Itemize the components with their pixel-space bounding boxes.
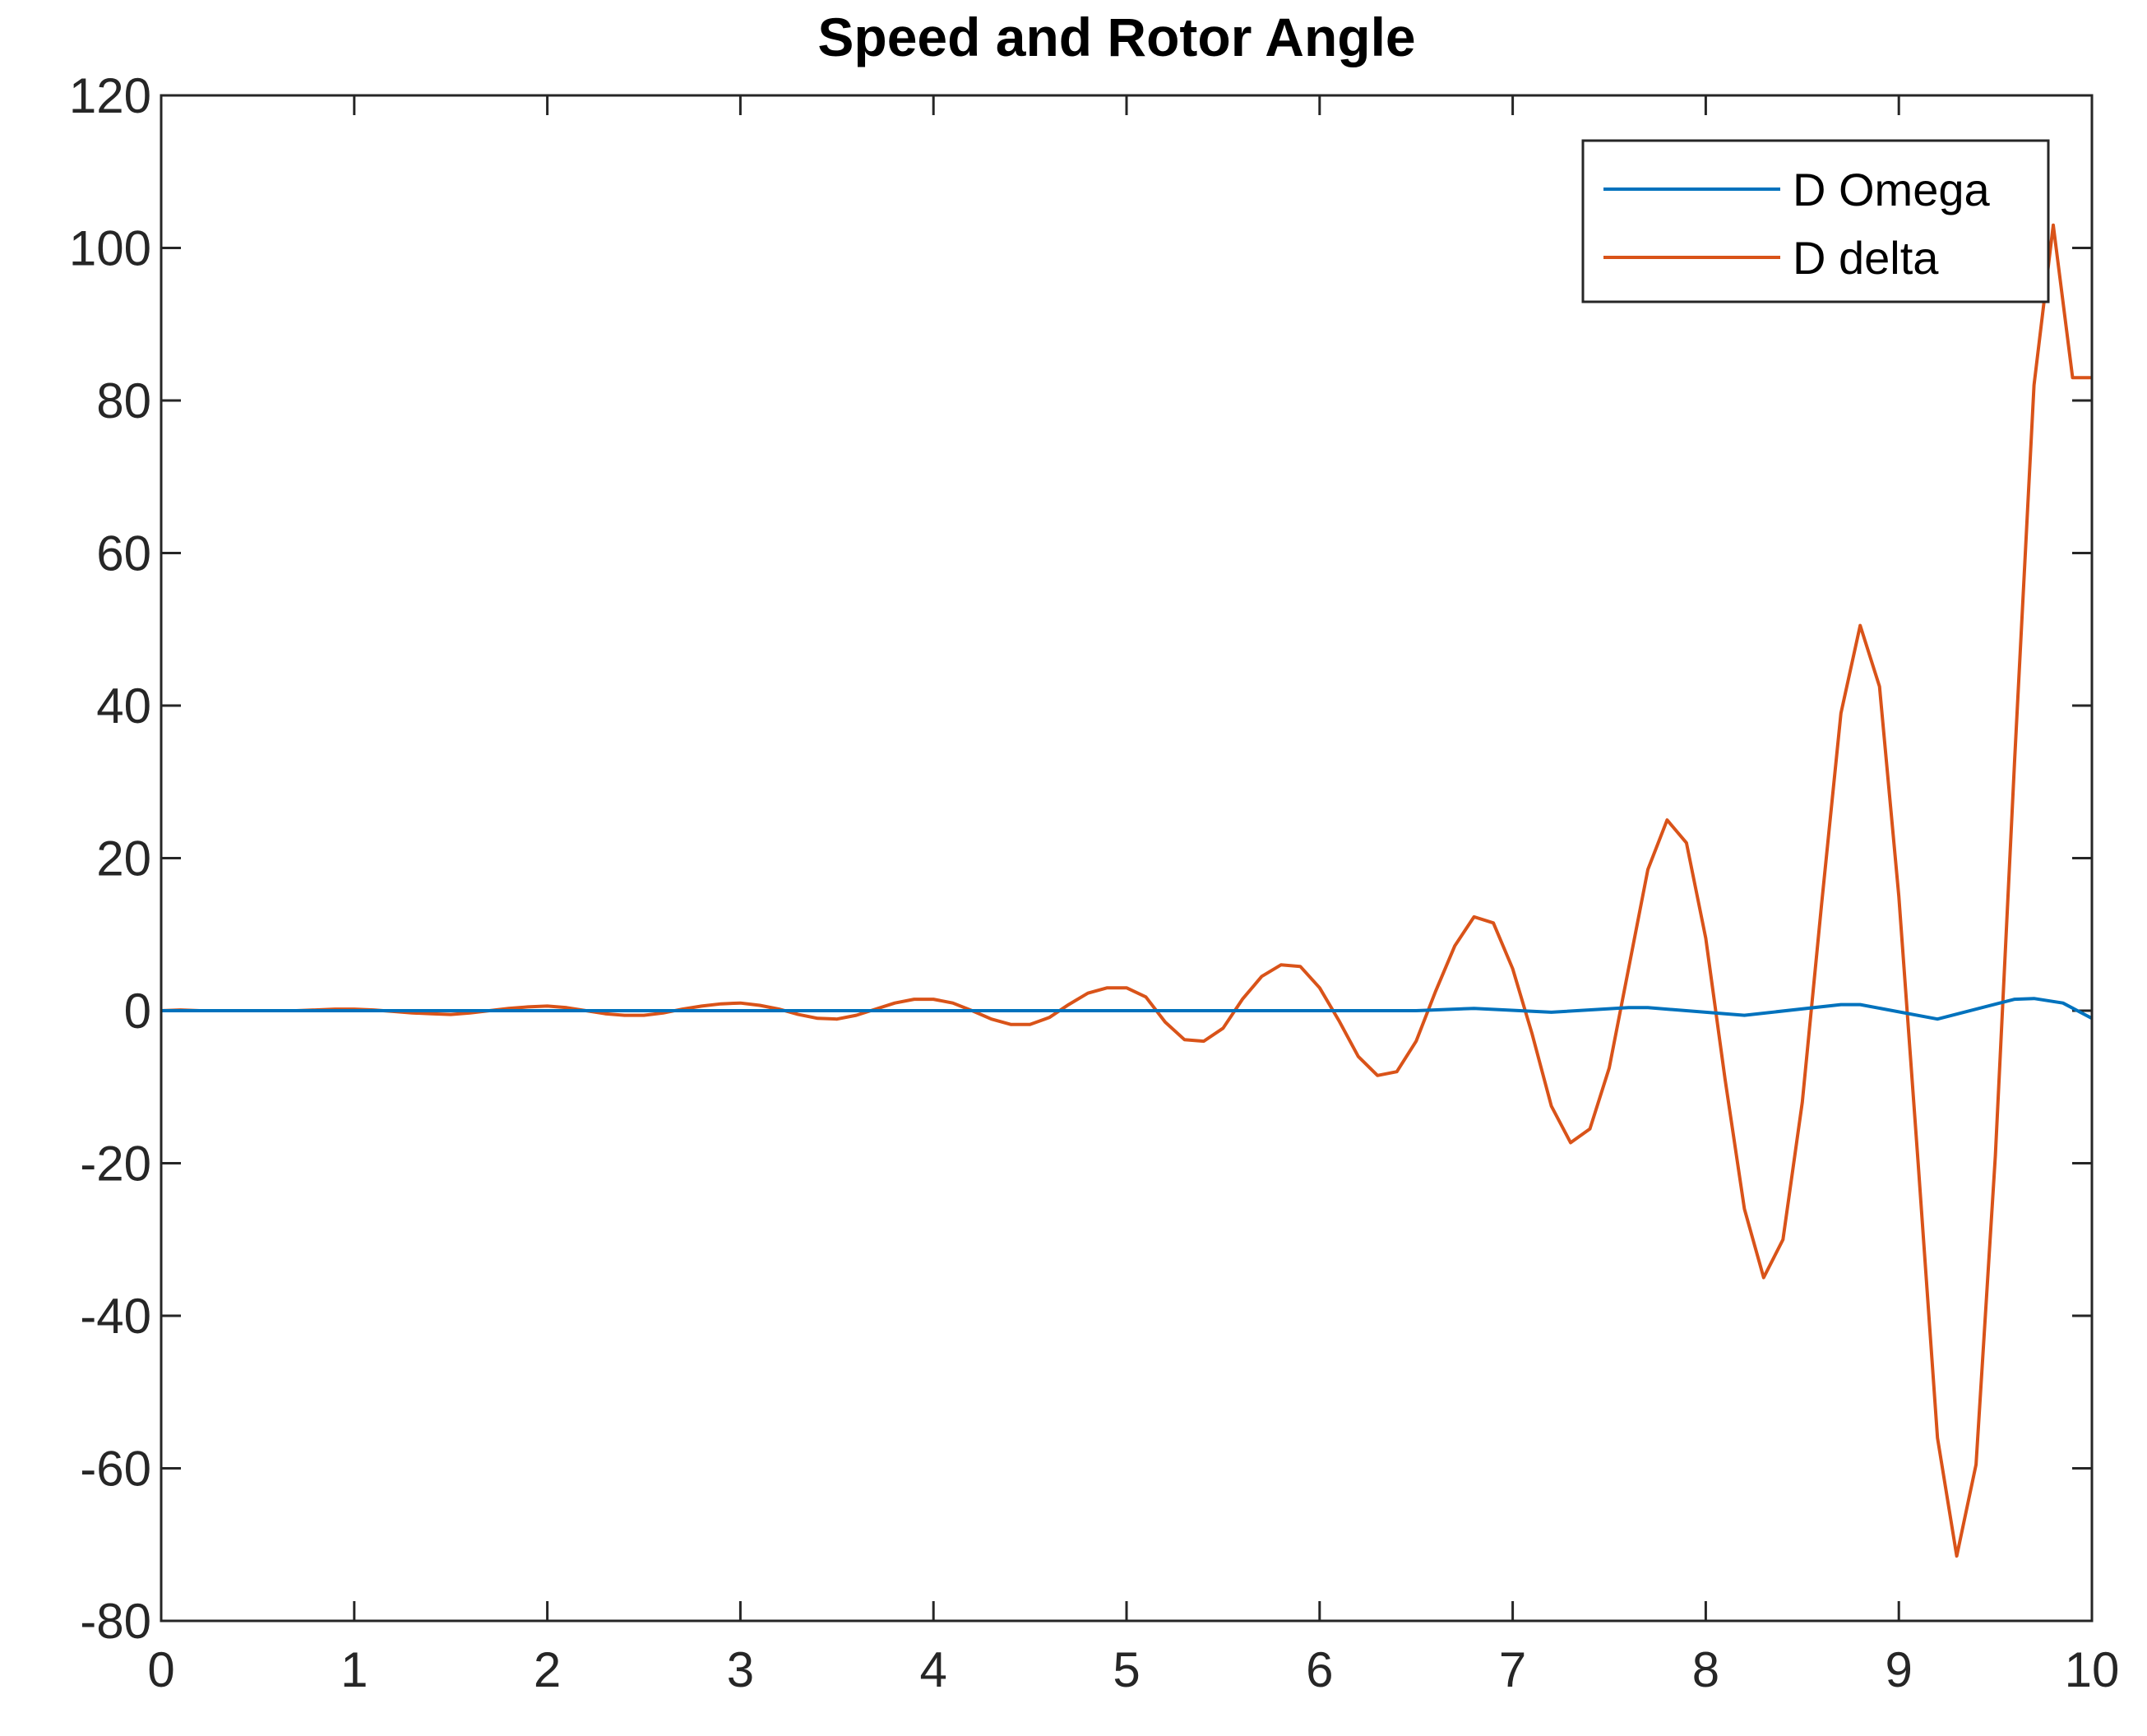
y-tick-label: 100 bbox=[69, 221, 151, 276]
x-tick-label: 10 bbox=[2065, 1642, 2120, 1697]
series-line-d-omega bbox=[161, 997, 2093, 1021]
x-tick-label: 2 bbox=[534, 1642, 561, 1697]
y-tick-label: 20 bbox=[96, 831, 151, 887]
legend-label-d-delta: D delta bbox=[1793, 232, 1939, 284]
y-tick-label: 120 bbox=[69, 68, 151, 123]
y-tick-label: -40 bbox=[80, 1289, 151, 1344]
x-tick-label: 9 bbox=[1886, 1642, 1913, 1697]
y-tick-labels: -80 -60 -40 -20 0 20 40 60 80 100 120 bbox=[69, 68, 151, 1649]
x-tick-label: 7 bbox=[1499, 1642, 1526, 1697]
series-layer bbox=[160, 223, 2093, 1558]
y-tick-label: 0 bbox=[124, 984, 151, 1039]
chart-title: Speed and Rotor Angle bbox=[817, 7, 1415, 67]
y-tick-label: 60 bbox=[96, 526, 151, 581]
x-tick-label: 1 bbox=[340, 1642, 368, 1697]
y-tick-label: -20 bbox=[80, 1137, 151, 1192]
y-tick-label: -60 bbox=[80, 1442, 151, 1497]
x-tick-label: 0 bbox=[147, 1642, 174, 1697]
legend: D Omega D delta bbox=[1581, 139, 2050, 303]
x-tick-label: 3 bbox=[727, 1642, 754, 1697]
x-tick-label: 4 bbox=[920, 1642, 947, 1697]
legend-label-d-omega: D Omega bbox=[1793, 164, 1990, 215]
plot-area bbox=[161, 95, 2092, 1621]
legend-box bbox=[1581, 139, 2050, 303]
x-tick-label: 6 bbox=[1306, 1642, 1333, 1697]
y-tick-label: 80 bbox=[96, 373, 151, 428]
plot-frame bbox=[160, 94, 2094, 1623]
x-tick-label: 8 bbox=[1692, 1642, 1719, 1697]
y-tick-label: -80 bbox=[80, 1594, 151, 1649]
x-tick-label: 5 bbox=[1113, 1642, 1140, 1697]
y-tick-label: 40 bbox=[96, 678, 151, 734]
x-tick-labels: 0 1 2 3 4 5 6 7 8 9 10 bbox=[147, 1642, 2119, 1697]
